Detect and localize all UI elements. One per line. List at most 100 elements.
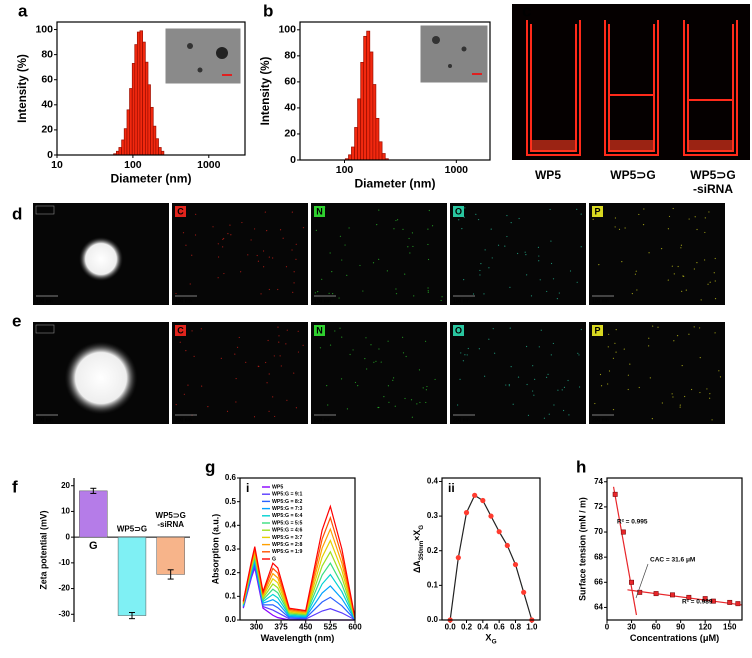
- signal-dot: [427, 290, 429, 292]
- particle: [432, 36, 440, 44]
- signal-dot: [267, 339, 269, 342]
- y-tick-label: 80: [284, 50, 296, 62]
- signal-dot: [387, 340, 389, 342]
- annotation-arrow: [635, 563, 649, 599]
- signal-dot: [217, 277, 219, 279]
- signal-dot: [260, 293, 262, 295]
- signal-dot: [263, 266, 265, 268]
- signal-dot: [317, 291, 319, 293]
- signal-dot: [357, 384, 359, 387]
- marker: [455, 555, 461, 561]
- eds-tile: [450, 322, 586, 424]
- bar: [150, 106, 154, 156]
- panel-letter: c: [522, 1, 531, 20]
- signal-dot: [405, 355, 407, 358]
- signal-dot: [642, 224, 645, 226]
- panel-letter: d: [12, 204, 22, 223]
- signal-dot: [402, 352, 405, 354]
- signal-dot: [525, 254, 527, 256]
- signal-dot: [480, 263, 482, 265]
- signal-dot: [578, 354, 580, 356]
- signal-dot: [427, 258, 430, 261]
- signal-dot: [362, 290, 364, 292]
- signal-dot: [466, 354, 468, 356]
- signal-dot: [236, 346, 239, 348]
- y-tick-label: 80: [41, 48, 53, 60]
- marker: [637, 589, 643, 595]
- plot-frame: [239, 477, 356, 621]
- signal-dot: [672, 207, 674, 210]
- bar: [118, 147, 122, 156]
- signal-dot: [699, 391, 701, 394]
- signal-dot: [388, 401, 390, 403]
- signal-dot: [410, 399, 413, 401]
- liquid: [531, 140, 576, 152]
- signal-dot: [341, 336, 343, 338]
- series-line: [242, 563, 356, 621]
- x-tick-label: 300: [250, 623, 264, 632]
- signal-dot: [339, 235, 342, 237]
- signal-dot: [240, 271, 242, 273]
- marker: [496, 529, 502, 535]
- y-tick-label: 0: [47, 149, 53, 161]
- signal-dot: [534, 378, 536, 380]
- signal-dot: [302, 227, 305, 229]
- element-label: O: [455, 325, 462, 335]
- signal-dot: [235, 401, 237, 403]
- signal-dot: [464, 354, 466, 356]
- signal-dot: [680, 244, 683, 246]
- signal-dot: [282, 237, 284, 239]
- signal-dot: [341, 259, 343, 261]
- y-tick-label: 0.5: [225, 497, 237, 506]
- bar: [139, 30, 143, 156]
- signal-dot: [681, 290, 683, 292]
- panel-letter: h: [576, 457, 586, 476]
- signal-dot: [552, 342, 554, 345]
- x-tick-label: 0.6: [494, 623, 506, 632]
- y-tick-label: 68: [594, 552, 603, 561]
- marker: [629, 579, 634, 585]
- signal-dot: [346, 274, 348, 277]
- signal-dot: [411, 232, 414, 234]
- signal-dot: [568, 414, 570, 416]
- x-tick-label: 525: [324, 623, 338, 632]
- particle: [197, 67, 203, 73]
- signal-dot: [234, 353, 236, 355]
- signal-dot: [681, 364, 683, 367]
- element-label: P: [594, 325, 600, 335]
- signal-dot: [648, 345, 650, 347]
- signal-dot: [352, 349, 354, 351]
- legend-label: WP5:G = 8:2: [272, 499, 303, 505]
- signal-dot: [223, 237, 225, 240]
- x-tick-label: 1000: [197, 159, 221, 171]
- signal-dot: [404, 273, 406, 275]
- signal-dot: [694, 216, 696, 218]
- y-tick-label: 40: [284, 102, 296, 114]
- signal-dot: [266, 382, 268, 384]
- signal-dot: [484, 375, 486, 377]
- legend-label: WP5:G = 3:7: [272, 535, 303, 541]
- signal-dot: [245, 361, 247, 363]
- signal-dot: [201, 385, 203, 387]
- signal-dot: [462, 360, 464, 362]
- signal-dot: [327, 404, 329, 406]
- y-tick-label: 0.4: [225, 520, 237, 529]
- signal-dot: [648, 337, 650, 339]
- signal-dot: [217, 243, 219, 245]
- x-tick-label: 450: [299, 623, 313, 632]
- signal-dot: [293, 372, 295, 374]
- bar: [354, 127, 358, 161]
- signal-dot: [614, 342, 616, 344]
- signal-dot: [461, 228, 463, 230]
- signal-dot: [512, 403, 514, 405]
- y-tick-label: 100: [278, 24, 296, 36]
- y-tick-label: 0.0: [427, 615, 439, 624]
- signal-dot: [524, 251, 526, 253]
- annotation: R² = 0.989: [682, 599, 713, 606]
- signal-dot: [718, 370, 720, 372]
- signal-dot: [562, 409, 565, 412]
- signal-dot: [518, 217, 520, 220]
- scale-label: 200 nm: [592, 417, 609, 423]
- bar: [366, 30, 371, 161]
